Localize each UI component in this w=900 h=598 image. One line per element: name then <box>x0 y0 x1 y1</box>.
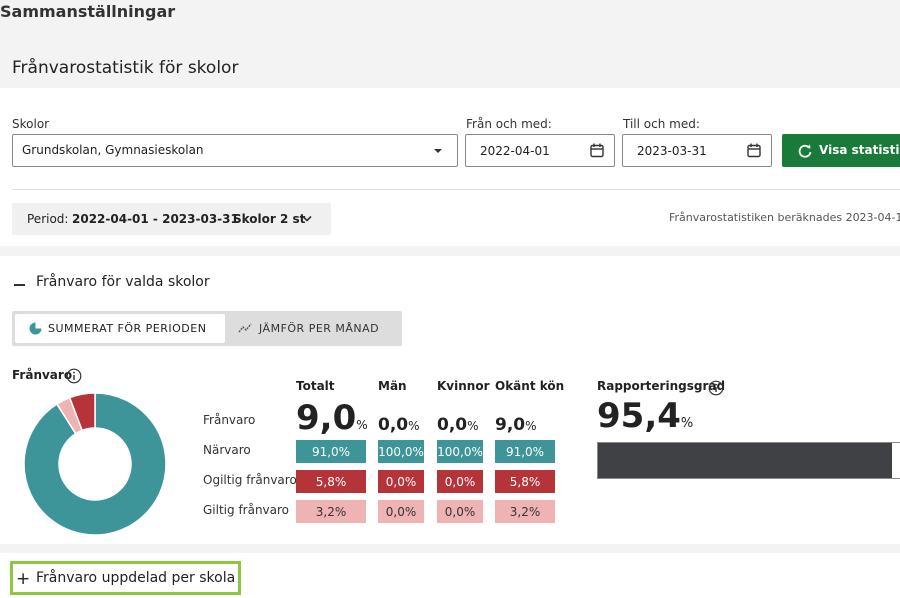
schools-select[interactable]: Grundskolan, Gymnasieskolan <box>12 134 458 167</box>
donut-slice <box>23 392 167 536</box>
expand-icon: + <box>16 569 31 589</box>
stat-cell: 100,0% <box>437 440 483 463</box>
button-label: Visa statistik <box>819 143 900 157</box>
divider <box>12 189 900 190</box>
from-label: Från och med: <box>466 117 552 131</box>
schools-count: Skolor 2 st <box>233 212 306 226</box>
collapse-icon[interactable] <box>14 284 25 286</box>
donut-title: Frånvaro <box>12 368 73 382</box>
tab-label[interactable]: JÄMFÖR PER MÅNAD <box>259 322 380 335</box>
donut-slice <box>68 392 96 432</box>
stat-cell: 0,0% <box>437 470 483 493</box>
header-title: Sammanställningar <box>0 2 176 21</box>
stat-cell: 91,0% <box>296 440 366 463</box>
tab-active[interactable]: SUMMERAT FÖR PERIODEN <box>15 314 225 343</box>
to-label: Till och med: <box>623 117 700 131</box>
rate-track <box>597 442 900 479</box>
value: 9,0 <box>296 398 357 438</box>
tab-label: SUMMERAT FÖR PERIODEN <box>48 322 207 335</box>
rate-title: Rapporteringsgrad <box>597 379 726 393</box>
donut-chart <box>23 392 167 536</box>
column-header: Män <box>378 379 407 393</box>
section-title: Frånvaro uppdelad per skola <box>36 570 236 586</box>
period-label: Period: <box>27 212 69 226</box>
stat-cell: 91,0% <box>495 440 555 463</box>
calendar-icon <box>590 143 604 158</box>
rate-number: 95,4 <box>597 396 681 436</box>
value: 0,0 <box>437 415 468 435</box>
section-header-highlight[interactable]: + Frånvaro uppdelad per skola <box>10 561 241 595</box>
dropdown-icon <box>434 149 442 153</box>
column-header: Okänt kön <box>495 379 565 393</box>
to-value: 2023-03-31 <box>637 144 707 158</box>
rate-value: 95,4% <box>597 396 693 436</box>
row-label: Närvaro <box>203 443 251 457</box>
schools-value: Grundskolan, Gymnasieskolan <box>22 143 204 157</box>
stat-cell: 0,0% <box>378 470 424 493</box>
column-header: Totalt <box>296 379 335 393</box>
row-label: Giltig frånvaro <box>203 503 290 517</box>
trend-icon <box>238 323 252 333</box>
value: 0,0 <box>378 415 409 435</box>
unit: % <box>467 419 479 433</box>
stat-cell: 5,8% <box>296 470 366 493</box>
section <box>0 553 900 598</box>
column-header: Kvinnor <box>437 379 490 393</box>
to-input[interactable]: 2023-03-31 <box>622 134 772 167</box>
info-icon[interactable] <box>708 380 724 396</box>
stat-cell: 3,2% <box>495 500 555 523</box>
unit: % <box>356 418 368 432</box>
stat-cell: 0,0% <box>378 500 424 523</box>
stat-cell: 5,8% <box>495 470 555 493</box>
stat-cell: 100,0% <box>378 440 424 463</box>
section-title[interactable]: Frånvaro för valda skolor <box>36 274 210 290</box>
from-input[interactable]: 2022-04-01 <box>465 134 615 167</box>
chevron <box>302 215 312 222</box>
schools-label: Skolor <box>12 117 50 131</box>
computed-note: Frånvarostatistiken beräknades 2023-04-1 <box>669 211 900 224</box>
stat-cell: 3,2% <box>296 500 366 523</box>
unit: % <box>525 419 537 433</box>
unit: % <box>408 419 420 433</box>
rate-bar <box>598 443 892 478</box>
calendar-icon <box>747 143 761 158</box>
tab-bar: SUMMERAT FÖR PERIODEN JÄMFÖR PER MÅNAD <box>12 311 402 346</box>
value: 9,0 <box>495 415 526 435</box>
big-value: 9,0% <box>495 415 537 435</box>
period-pill[interactable]: Period: 2022-04-01 - 2023-03-31 Skolor 2… <box>12 203 331 235</box>
row-label: Frånvaro <box>203 413 256 427</box>
info-icon[interactable] <box>66 368 82 384</box>
from-value: 2022-04-01 <box>480 144 550 158</box>
show-stats-button[interactable]: Visa statistik <box>782 134 900 167</box>
big-value: 0,0% <box>378 415 420 435</box>
big-value: 0,0% <box>437 415 479 435</box>
period-value: 2022-04-01 - 2023-03-31 <box>72 212 239 226</box>
pie-icon <box>29 322 42 335</box>
refresh-icon <box>798 144 812 158</box>
rate-unit: % <box>680 416 694 431</box>
page-title: Frånvarostatistik för skolor <box>12 58 239 78</box>
stat-cell: 0,0% <box>437 500 483 523</box>
row-label: Ogiltig frånvaro <box>203 473 297 487</box>
big-value: 9,0% <box>296 398 368 438</box>
